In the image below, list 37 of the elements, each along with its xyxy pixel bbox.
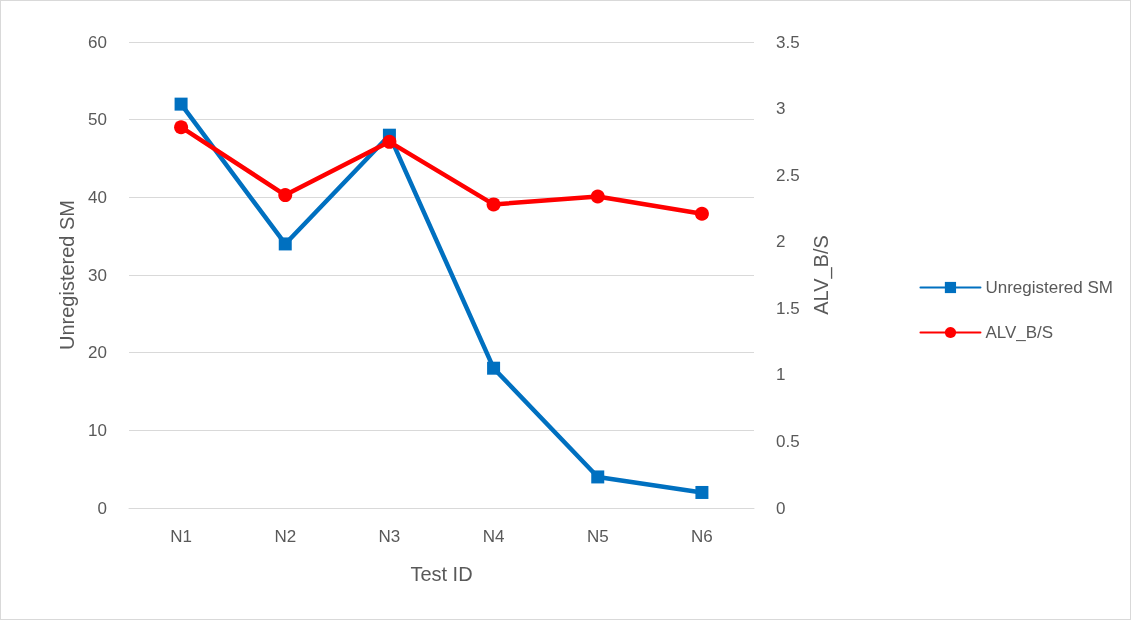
y-tick-label: 60 bbox=[88, 32, 107, 52]
point bbox=[174, 120, 189, 135]
x-tick-label: N3 bbox=[378, 527, 401, 546]
y-tick-label: 20 bbox=[88, 343, 107, 363]
y-tick-label: 10 bbox=[88, 420, 107, 440]
x-tick-label: N2 bbox=[274, 527, 297, 546]
point bbox=[174, 97, 188, 111]
x-axis-title: Test ID bbox=[410, 563, 473, 585]
y2-tick-label: 1.5 bbox=[776, 298, 800, 318]
y-tick-label: 30 bbox=[88, 265, 107, 285]
y-tick-label: 50 bbox=[88, 110, 107, 130]
y2-tick-label: 1 bbox=[776, 365, 786, 385]
point bbox=[278, 237, 292, 251]
legend-label: ALV_B/S bbox=[985, 323, 1054, 342]
y-axis-title: Unregistered SM bbox=[56, 199, 79, 351]
y2-axis-title: ALV_B/S bbox=[809, 235, 833, 315]
legend-label: Unregistered SM bbox=[985, 278, 1114, 297]
point bbox=[487, 361, 501, 375]
y-tick-label: 0 bbox=[97, 498, 107, 518]
y2-tick-label: 3.5 bbox=[776, 32, 800, 52]
point bbox=[278, 188, 293, 203]
y2-tick-label: 2 bbox=[776, 232, 786, 252]
point bbox=[382, 134, 397, 149]
y2-tick-label: 0.5 bbox=[776, 431, 800, 451]
x-tick-label: N4 bbox=[482, 527, 505, 546]
x-tick-label: N6 bbox=[691, 527, 713, 546]
y-tick-label: 40 bbox=[88, 187, 107, 207]
x-tick-label: N1 bbox=[170, 527, 192, 546]
y2-tick-label: 2.5 bbox=[776, 165, 800, 185]
y2-tick-label: 0 bbox=[776, 498, 786, 518]
point bbox=[590, 189, 605, 204]
point bbox=[694, 206, 709, 221]
point bbox=[695, 485, 709, 499]
point bbox=[486, 197, 501, 212]
y2-tick-label: 3 bbox=[776, 99, 786, 119]
x-tick-label: N5 bbox=[586, 527, 609, 546]
point bbox=[591, 470, 605, 484]
